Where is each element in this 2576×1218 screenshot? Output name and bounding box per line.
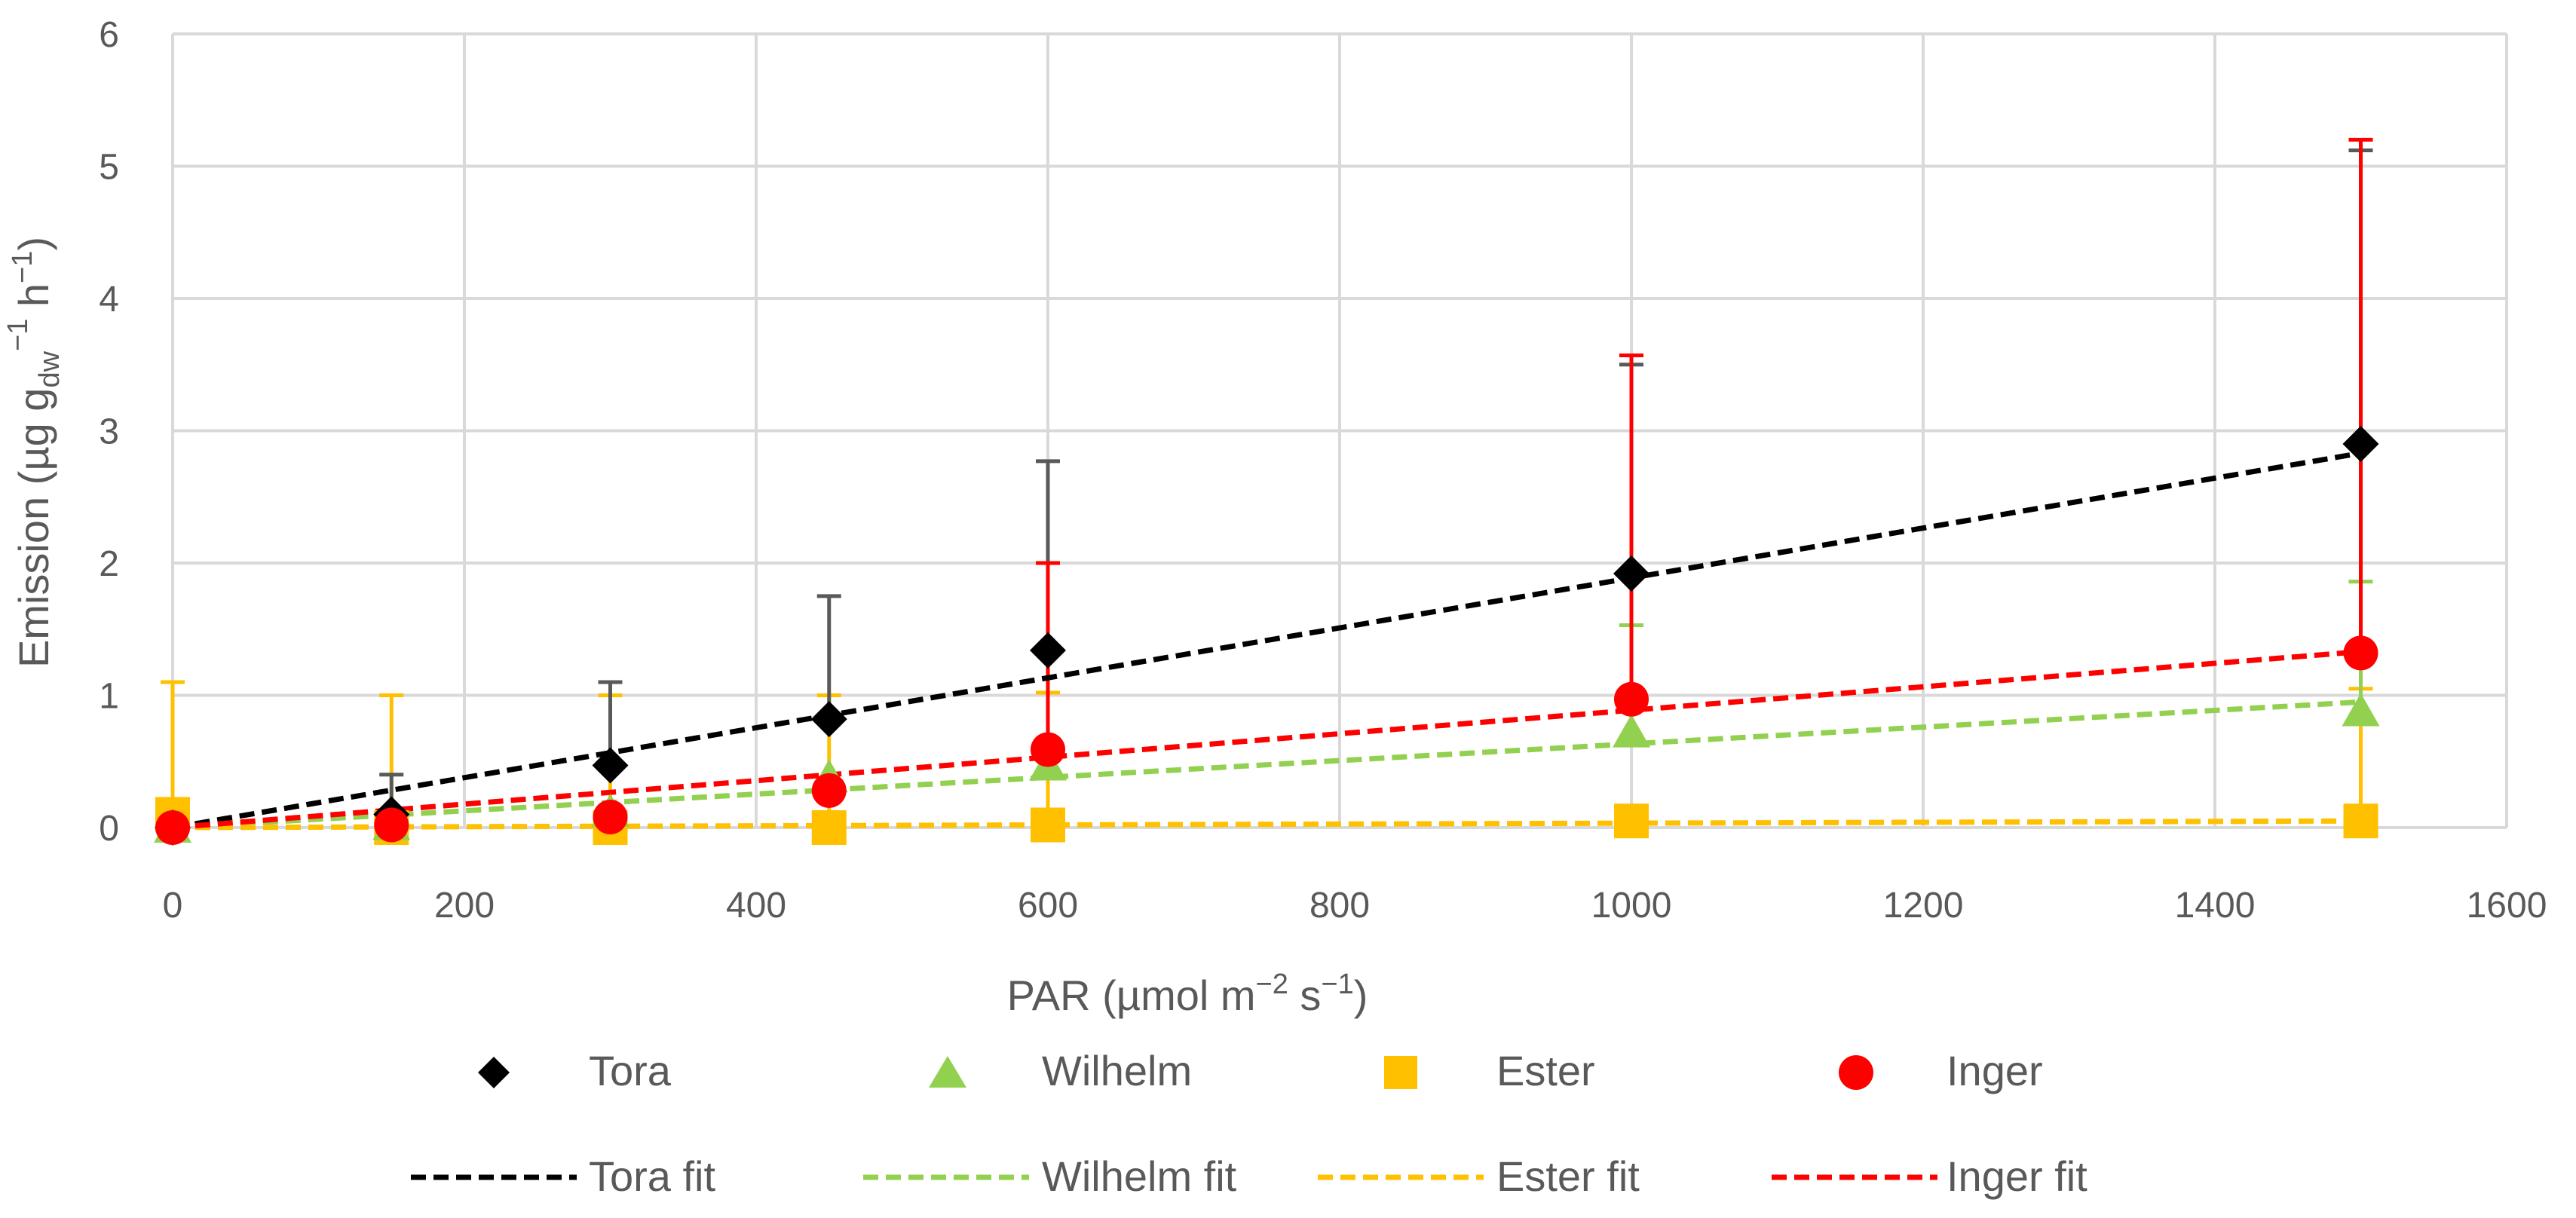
- data-point-tora: [1613, 555, 1649, 592]
- data-point-tora: [1030, 632, 1066, 669]
- data-point-wilhelm: [1613, 714, 1650, 748]
- legend-label-inger-fit: Inger fit: [1947, 1152, 2087, 1200]
- x-axis-title-mid: s: [1288, 972, 1322, 1019]
- legend-marker-ester: [1384, 1056, 1417, 1089]
- x-tick-label: 1000: [1591, 886, 1672, 926]
- data-point-ester: [1031, 807, 1065, 843]
- legend-marker-wilhelm: [929, 1056, 966, 1088]
- legend-item-inger: Inger: [1839, 1047, 2043, 1094]
- x-tick-label: 0: [163, 886, 183, 926]
- data-markers: [154, 426, 2380, 846]
- x-axis-title-end: ): [1354, 972, 1368, 1019]
- wilhelm-fit-line: [172, 699, 2361, 831]
- x-axis-title-main: PAR (µmol m: [1007, 972, 1256, 1019]
- x-tick-label: 1600: [2467, 886, 2547, 926]
- data-point-wilhelm: [2342, 693, 2380, 727]
- data-point-ester: [2343, 803, 2378, 839]
- y-tick-label: 3: [99, 412, 119, 452]
- legend-item-wilhelm: Wilhelm: [929, 1047, 1192, 1094]
- data-point-inger: [1031, 732, 1065, 767]
- legend-item-ester: Ester: [1384, 1047, 1595, 1094]
- legend-marker-tora: [478, 1057, 510, 1088]
- tora-fit-line: [172, 450, 2362, 831]
- data-point-tora: [2342, 426, 2379, 463]
- legend-item-tora: Tora: [478, 1047, 672, 1094]
- y-axis-title-exp2: −1: [7, 251, 38, 283]
- y-axis-title-main: Emission (µg g: [10, 388, 57, 669]
- x-tick-label: 400: [726, 886, 786, 926]
- data-point-inger: [1614, 681, 1649, 717]
- y-tick-label: 0: [99, 809, 119, 849]
- y-axis-title-exp1: −1: [2, 319, 34, 351]
- legend-label-inger: Inger: [1947, 1047, 2043, 1094]
- data-point-ester: [811, 810, 847, 845]
- legend-label-wilhelm: Wilhelm: [1042, 1047, 1192, 1094]
- y-tick-label: 6: [99, 15, 119, 55]
- legend-item-wilhelm-fit: Wilhelm fit: [863, 1152, 1237, 1200]
- y-axis-title-sub: dw: [34, 350, 66, 387]
- y-tick-label: 2: [99, 544, 119, 584]
- y-axis-title-end: ): [10, 237, 57, 251]
- x-axis-title-exp1: −2: [1256, 969, 1288, 1000]
- x-tick-label: 1400: [2175, 886, 2256, 926]
- legend: Tora Wilhelm Ester Inger Tora fit Wilhel…: [411, 1047, 2087, 1200]
- legend-marker-inger: [1839, 1055, 1873, 1090]
- x-tick-label: 200: [434, 886, 495, 926]
- inger-fit-line: [172, 649, 2361, 831]
- data-point-tora: [592, 747, 629, 784]
- data-point-tora: [810, 701, 847, 738]
- legend-item-inger-fit: Inger fit: [1772, 1152, 2087, 1200]
- data-point-inger: [155, 810, 190, 845]
- x-tick-label: 1200: [1883, 886, 1964, 926]
- legend-item-tora-fit: Tora fit: [411, 1152, 715, 1200]
- legend-label-wilhelm-fit: Wilhelm fit: [1042, 1152, 1237, 1200]
- y-axis-title: Emission (µg gdw−1 h−1): [2, 237, 66, 668]
- x-tick-label: 800: [1309, 886, 1370, 926]
- y-axis-title-mid: h: [10, 283, 57, 319]
- y-tick-label: 5: [99, 148, 119, 188]
- data-point-inger: [593, 799, 628, 834]
- x-tick-label: 600: [1018, 886, 1078, 926]
- data-point-inger: [2343, 635, 2378, 671]
- data-point-inger: [374, 807, 409, 843]
- fit-lines: [172, 450, 2362, 831]
- legend-label-ester: Ester: [1496, 1047, 1595, 1094]
- data-point-ester: [1614, 803, 1649, 839]
- y-tick-label: 4: [99, 280, 119, 320]
- legend-label-ester-fit: Ester fit: [1496, 1152, 1640, 1200]
- legend-label-tora: Tora: [589, 1047, 672, 1094]
- legend-label-tora-fit: Tora fit: [589, 1152, 715, 1200]
- ester-fit-line: [172, 818, 2361, 831]
- data-point-inger: [811, 773, 847, 808]
- x-axis-title: PAR (µmol m−2 s−1): [1007, 969, 1368, 1019]
- y-tick-label: 1: [99, 677, 119, 717]
- y-axis-ticks: 0 1 2 3 4 5 6: [99, 15, 119, 849]
- x-axis-ticks: 0 200 400 600 800 1000 1200 1400 1600: [163, 886, 2547, 926]
- legend-item-ester-fit: Ester fit: [1318, 1152, 1640, 1200]
- x-axis-title-exp2: −1: [1321, 969, 1353, 1000]
